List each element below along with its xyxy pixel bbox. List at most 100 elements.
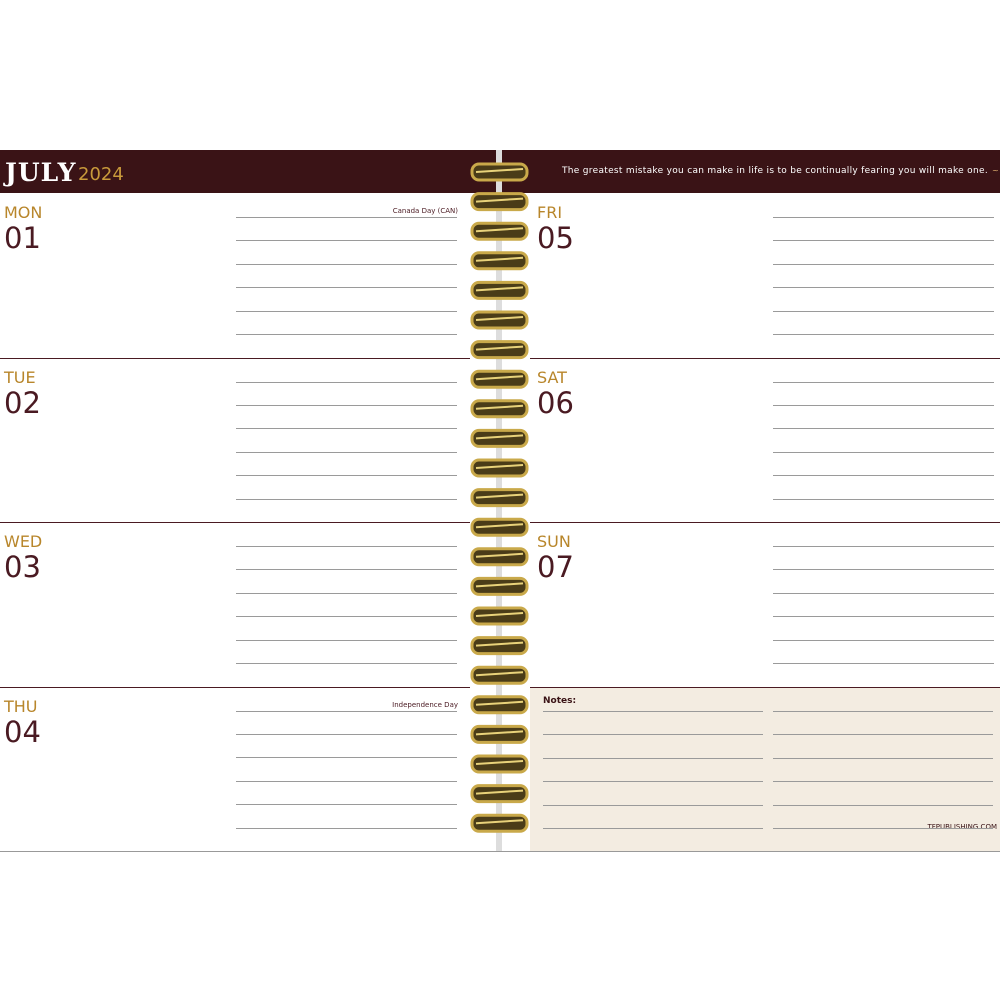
write-line [236,592,457,594]
spiral-coil [470,162,529,182]
day-date: 01 [4,221,41,255]
spiral-coil [475,493,524,499]
quote: The greatest mistake you can make in lif… [562,166,1000,176]
spiral-coil [475,789,524,795]
write-line [773,310,994,312]
spiral-coil [470,369,529,389]
spiral-coil [475,256,524,262]
write-line [236,428,457,430]
notes-line [543,757,763,759]
write-line [236,616,457,618]
quote-text: The greatest mistake you can make in lif… [562,166,988,176]
write-line [773,287,994,289]
day-date: 06 [537,385,574,420]
spiral-coil [475,434,524,440]
write-line [773,334,994,335]
spiral-coil [470,192,529,212]
day-name: WED [4,532,43,551]
spiral-coil [475,523,524,529]
spiral-coil [470,606,529,626]
notes-line [773,804,993,806]
write-line [236,334,457,335]
write-line [236,663,457,664]
holiday: Canada Day (CAN) [392,207,458,215]
write-line [236,827,457,829]
year: 2024 [78,164,124,185]
spiral-coil [470,547,529,567]
write-line [236,757,457,759]
write-line [773,381,994,383]
write-line [236,381,457,383]
write-line [236,240,457,242]
write-line [773,616,994,618]
spiral-coil [475,641,524,647]
spiral-coil [470,695,529,715]
planner-spread: JULY 2024 The greatest mistake you can m… [0,150,1000,852]
spiral-coil [475,345,524,351]
spiral-coil [475,168,524,173]
row-divider [0,522,470,523]
spiral-coil [470,784,529,804]
write-line [236,498,457,500]
spiral-coil [475,316,524,321]
spiral-coil [470,340,529,360]
month: JULY [5,158,77,187]
write-line [773,592,994,594]
write-line [236,569,457,571]
day-date: 07 [537,550,574,584]
write-line [773,663,994,664]
notes-box: Notes: TFPUBLISHING.COM [530,687,1000,851]
holiday: Independence Day [392,700,458,709]
spiral-coil [470,813,529,833]
write-line [236,287,457,289]
write-line [236,639,457,641]
spiral-coil [475,760,524,765]
spiral-coil [470,724,529,744]
write-line [773,475,994,477]
notes-line [773,711,993,712]
spiral-coil [475,375,524,381]
write-line [236,263,457,265]
spiral-coil [470,399,529,419]
spiral-coil [475,700,524,706]
write-line [236,404,457,406]
notes-label: Notes: [543,696,577,706]
spiral-coil [475,197,524,203]
row-divider [530,687,1000,688]
spiral-coil [475,819,524,825]
day-name: SUN [537,532,571,551]
row-divider [0,357,470,359]
write-line [773,639,994,641]
notes-line [543,711,763,712]
spiral-coil [475,612,524,617]
day-name: TUE [4,367,36,387]
spiral-coil [470,458,529,478]
spiral-coil [470,636,529,656]
spiral-coil [470,251,529,271]
bottom-edge [0,851,1000,852]
spiral-coil [475,552,524,558]
day-name: THU [4,696,38,716]
spiral-coil [475,730,524,736]
write-line [773,428,994,430]
notes-line [543,734,763,736]
spiral-coil [470,310,529,330]
spiral-coil [475,671,524,677]
write-line [236,451,457,453]
quote-author: ~ Elbert Hubbard [992,166,1000,175]
write-line [773,217,994,218]
write-line [236,475,457,477]
spiral-coil [470,221,529,241]
spiral-coil [470,665,529,685]
write-line [236,217,457,218]
write-line [773,404,994,406]
notes-line [773,734,993,736]
notes-line [543,781,763,783]
spiral-coil [470,754,529,774]
write-line [236,546,457,547]
spiral-coil [475,582,524,588]
spiral-coil [470,428,529,448]
day-name: MON [4,203,43,222]
spiral [470,150,529,852]
